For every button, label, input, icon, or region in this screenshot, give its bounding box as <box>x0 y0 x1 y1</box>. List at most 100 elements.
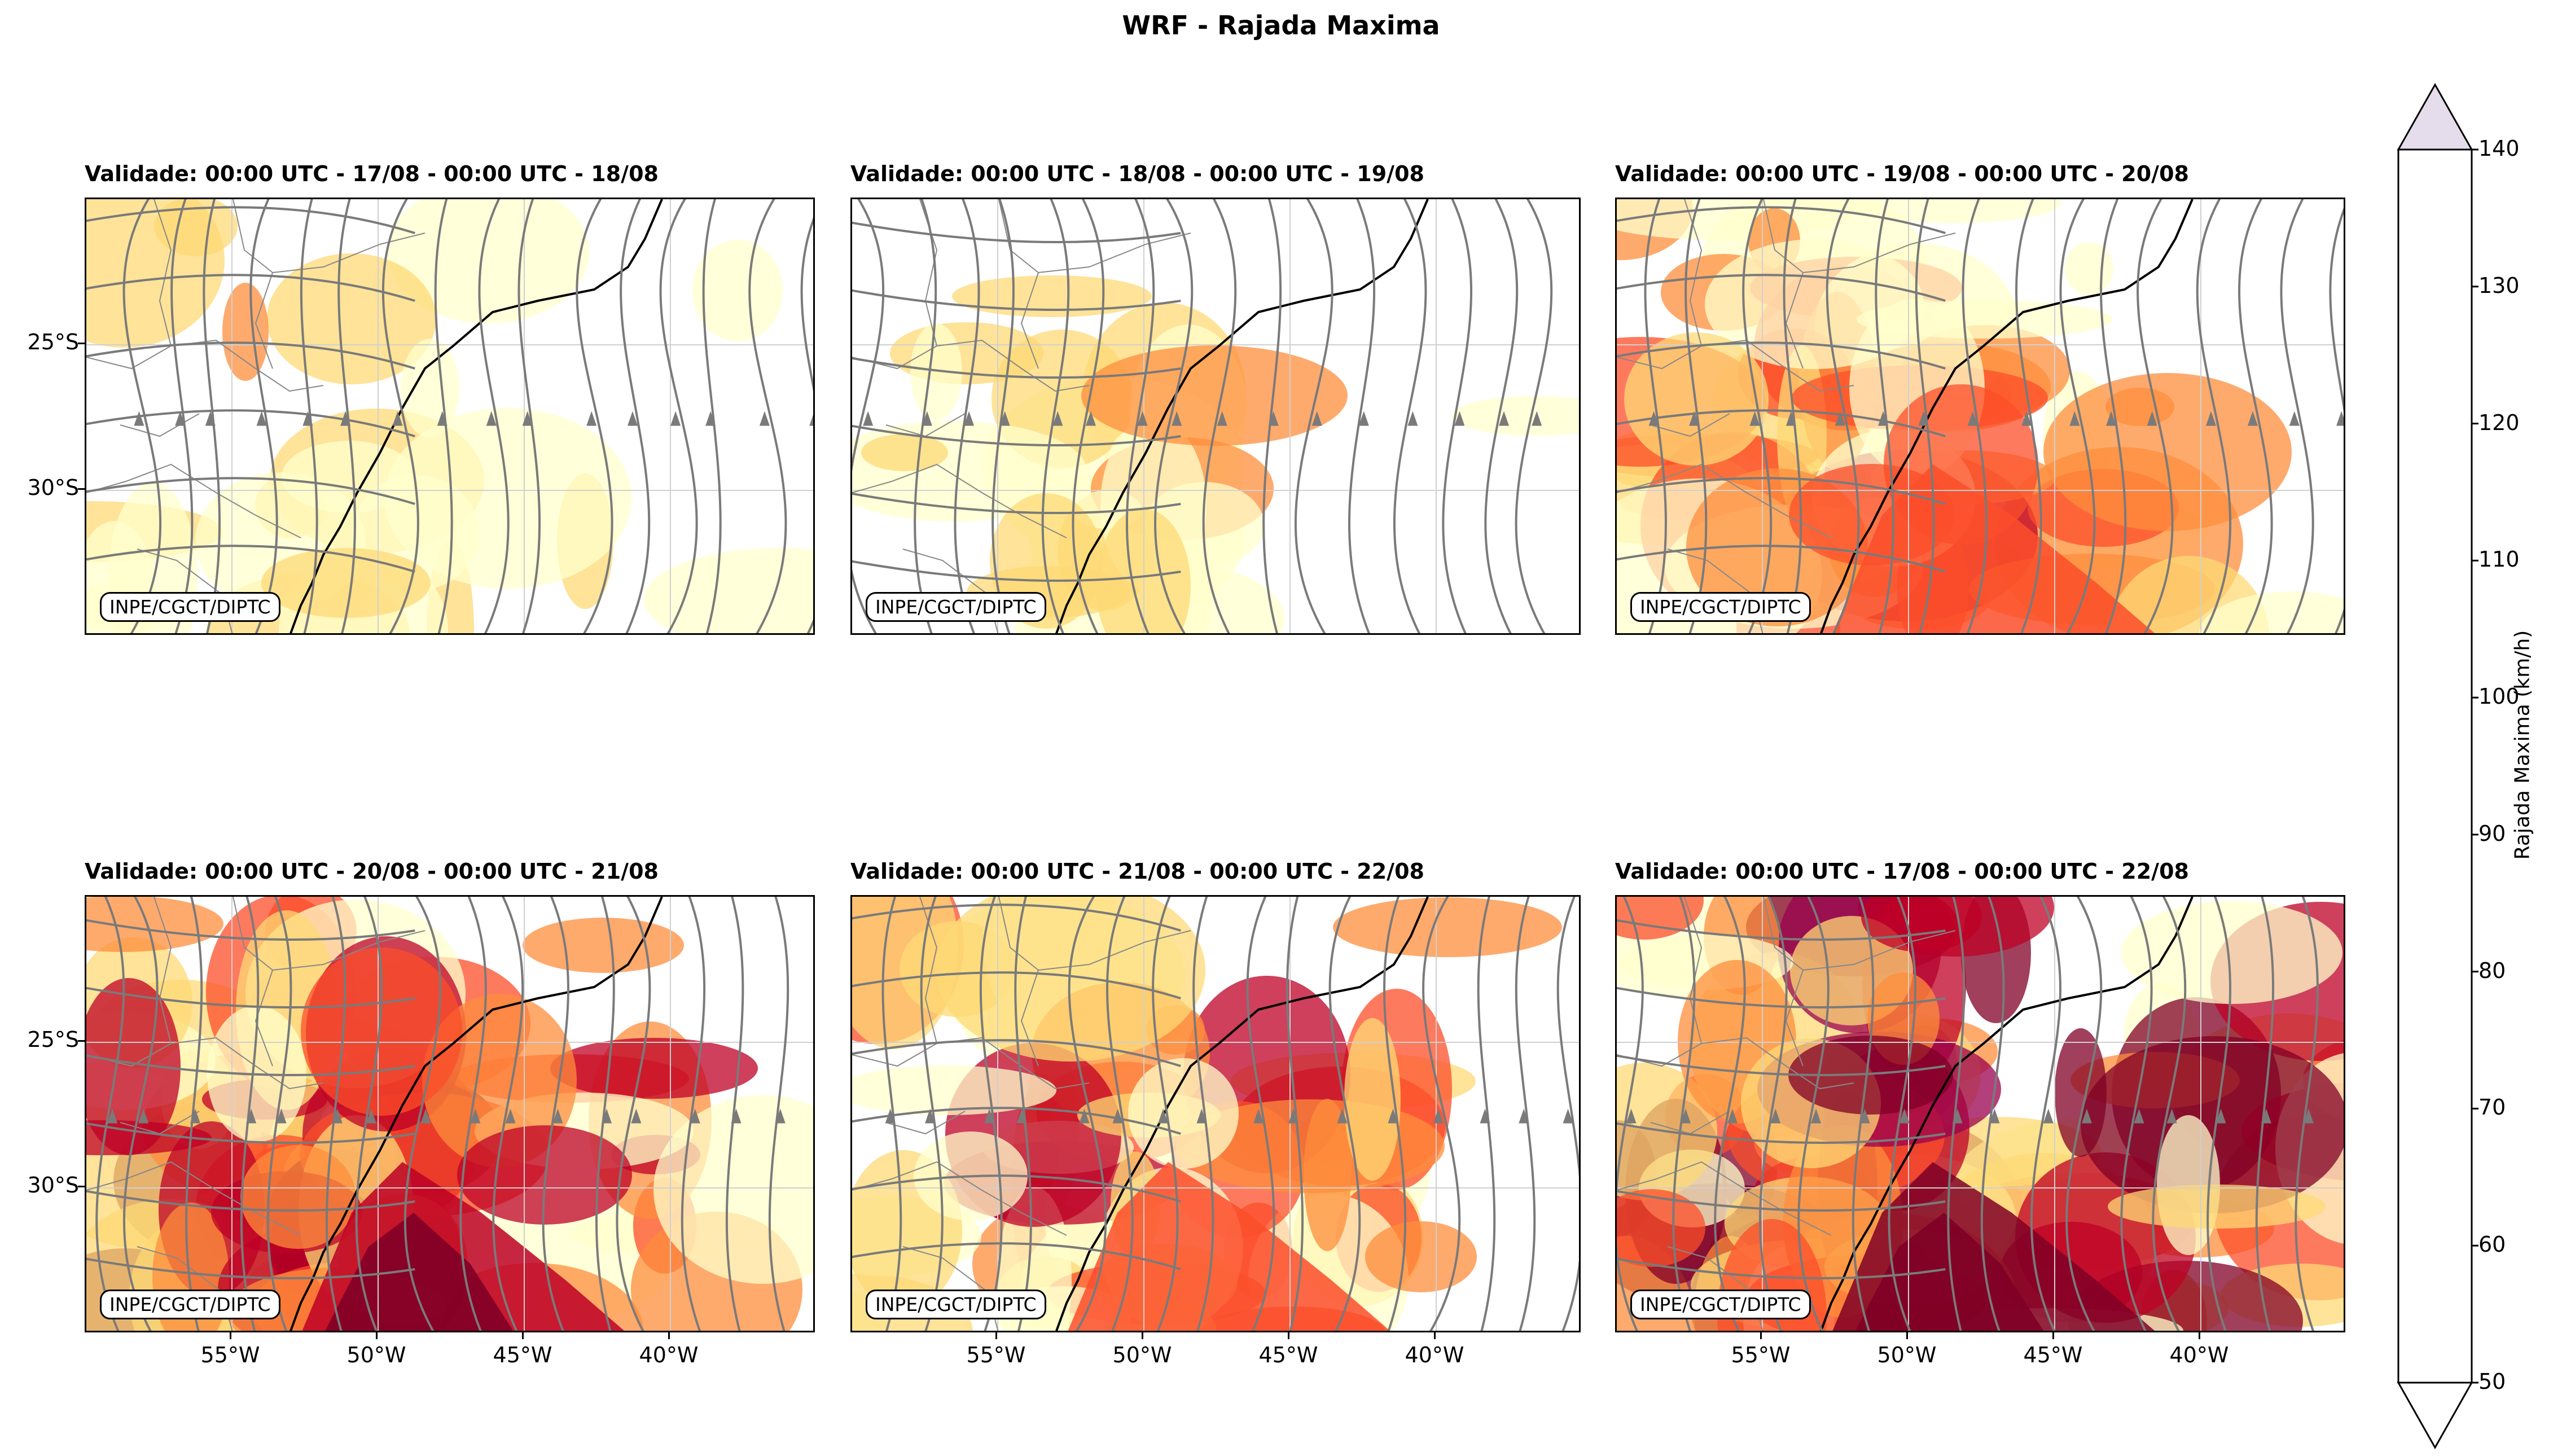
streamline <box>1295 199 1333 633</box>
streamline-arrow <box>1626 1108 1637 1124</box>
streamline <box>170 199 194 633</box>
gust-core <box>1068 1162 1390 1331</box>
streamline-arrow <box>437 411 448 426</box>
colorbar-tick-label: 100 <box>2478 684 2520 709</box>
streamline <box>95 897 125 1331</box>
streamline-arrow <box>246 1108 257 1124</box>
streamline-arrow <box>276 1108 287 1124</box>
credit-label: INPE/CGCT/DIPTC <box>866 592 1046 622</box>
streamline <box>748 199 787 633</box>
map-canvas <box>1617 199 2344 633</box>
streamline <box>86 1257 415 1279</box>
streamline <box>86 1122 415 1144</box>
streamline <box>576 199 613 633</box>
gust-contour <box>1304 1099 1351 1251</box>
colorbar-tick-label: 60 <box>2478 1232 2506 1257</box>
streamline-arrow <box>138 1108 149 1124</box>
streamline <box>478 199 510 633</box>
streamline <box>659 199 698 633</box>
streamline-arrow <box>175 411 186 426</box>
lat-tick-label: 25°S <box>27 1027 79 1052</box>
streamline-arrow <box>420 1108 431 1124</box>
colorbar-tick-label: 130 <box>2478 273 2520 298</box>
state-border <box>998 897 1191 971</box>
gust-contour <box>861 434 948 471</box>
panel-title: Validade: 00:00 UTC - 21/08 - 00:00 UTC … <box>850 859 1424 884</box>
streamline <box>1348 199 1376 633</box>
credit-label: INPE/CGCT/DIPTC <box>100 592 280 622</box>
streamline <box>381 199 419 633</box>
streamline-arrow <box>1288 1108 1299 1124</box>
streamline-arrow <box>1253 1108 1264 1124</box>
streamline-arrow <box>922 411 932 426</box>
streamline <box>1286 897 1304 1331</box>
streamline-arrow <box>470 1108 481 1124</box>
streamline-arrow <box>1749 411 1760 426</box>
figure-title: WRF - Rajada Maxima <box>1122 10 1440 41</box>
streamline <box>2100 199 2127 633</box>
streamline-arrow <box>2336 411 2344 426</box>
streamline <box>852 1174 1181 1203</box>
state-border <box>255 970 273 1067</box>
lon-tick-label: 50°W <box>1112 1343 1172 1367</box>
streamline-arrow <box>256 411 267 426</box>
streamline <box>1515 199 1553 633</box>
gust-contour <box>952 275 1152 317</box>
streamline <box>2238 199 2273 633</box>
streamline <box>1644 199 1667 633</box>
streamline <box>86 341 415 370</box>
streamline-arrow <box>190 1108 200 1124</box>
streamline <box>2152 897 2187 1331</box>
streamline-arrow <box>602 1108 612 1124</box>
tick-mark <box>668 1332 670 1339</box>
tick-mark <box>1434 1332 1436 1339</box>
streamline-arrow <box>134 411 144 426</box>
state-border <box>852 463 1067 538</box>
streamline <box>1875 199 1894 633</box>
credit-label: INPE/CGCT/DIPTC <box>866 1290 1046 1319</box>
streamline <box>1617 1190 1946 1212</box>
streamline-arrow <box>731 1108 742 1124</box>
streamline-arrow <box>332 1108 343 1124</box>
streamline <box>1684 199 1708 633</box>
gust-contour <box>1344 1018 1401 1181</box>
streamline-arrow <box>586 411 597 426</box>
gust-core <box>1832 464 2155 633</box>
map-panel: INPE/CGCT/DIPTC <box>85 198 815 635</box>
streamline <box>86 477 415 505</box>
lon-tick-label: 55°W <box>1731 1343 1791 1367</box>
streamline <box>1962 199 1988 633</box>
gust-contour <box>1333 897 1562 957</box>
streamline <box>2059 199 2096 633</box>
streamline <box>1758 897 1788 1331</box>
streamline <box>434 199 453 633</box>
colorbar-tick-label: 50 <box>2478 1369 2506 1394</box>
streamline <box>1915 199 1935 633</box>
streamline-arrow <box>1388 1108 1398 1124</box>
state-border <box>1020 272 1039 369</box>
streamline-arrow <box>1358 411 1369 426</box>
streamline <box>1617 1054 1946 1076</box>
streamline <box>86 409 415 437</box>
tick-mark <box>78 488 85 490</box>
tick-mark <box>78 343 85 344</box>
streamline <box>1617 206 1946 234</box>
lon-tick-label: 40°W <box>1405 1343 1464 1367</box>
streamline <box>325 897 346 1331</box>
state-border <box>1020 970 1039 1067</box>
gust-contour <box>86 897 223 952</box>
streamline-arrow <box>863 411 874 426</box>
streamline <box>1422 897 1461 1331</box>
streamline <box>1262 199 1282 633</box>
state-border <box>852 1037 1090 1090</box>
streamline-arrow <box>690 1108 700 1124</box>
map-canvas <box>1617 897 2344 1331</box>
state-border <box>1650 413 1730 437</box>
gust-contour <box>267 253 436 384</box>
state-border <box>232 199 425 274</box>
streamline-arrow <box>809 414 813 426</box>
streamline <box>1672 897 1696 1331</box>
gust-contour <box>1857 300 2113 339</box>
streamline-arrow <box>1407 411 1418 426</box>
streamline <box>852 1039 1181 1067</box>
